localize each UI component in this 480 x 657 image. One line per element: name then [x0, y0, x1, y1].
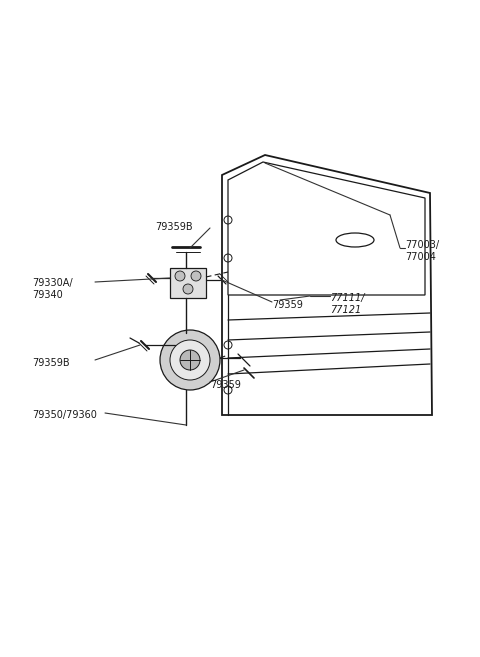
Text: 79330A/
79340: 79330A/ 79340 [32, 278, 72, 300]
Circle shape [180, 350, 200, 370]
Text: 79359B: 79359B [155, 222, 192, 232]
Circle shape [191, 271, 201, 281]
Text: 79350/79360: 79350/79360 [32, 410, 97, 420]
Circle shape [160, 330, 220, 390]
FancyBboxPatch shape [170, 268, 206, 298]
Text: 79359: 79359 [210, 380, 241, 390]
Text: 79359B: 79359B [32, 358, 70, 368]
Text: 77111/
77121: 77111/ 77121 [330, 293, 364, 315]
Text: 79359: 79359 [272, 300, 303, 310]
Circle shape [183, 284, 193, 294]
Text: 77003/
77004: 77003/ 77004 [405, 240, 439, 261]
Circle shape [175, 271, 185, 281]
Circle shape [170, 340, 210, 380]
